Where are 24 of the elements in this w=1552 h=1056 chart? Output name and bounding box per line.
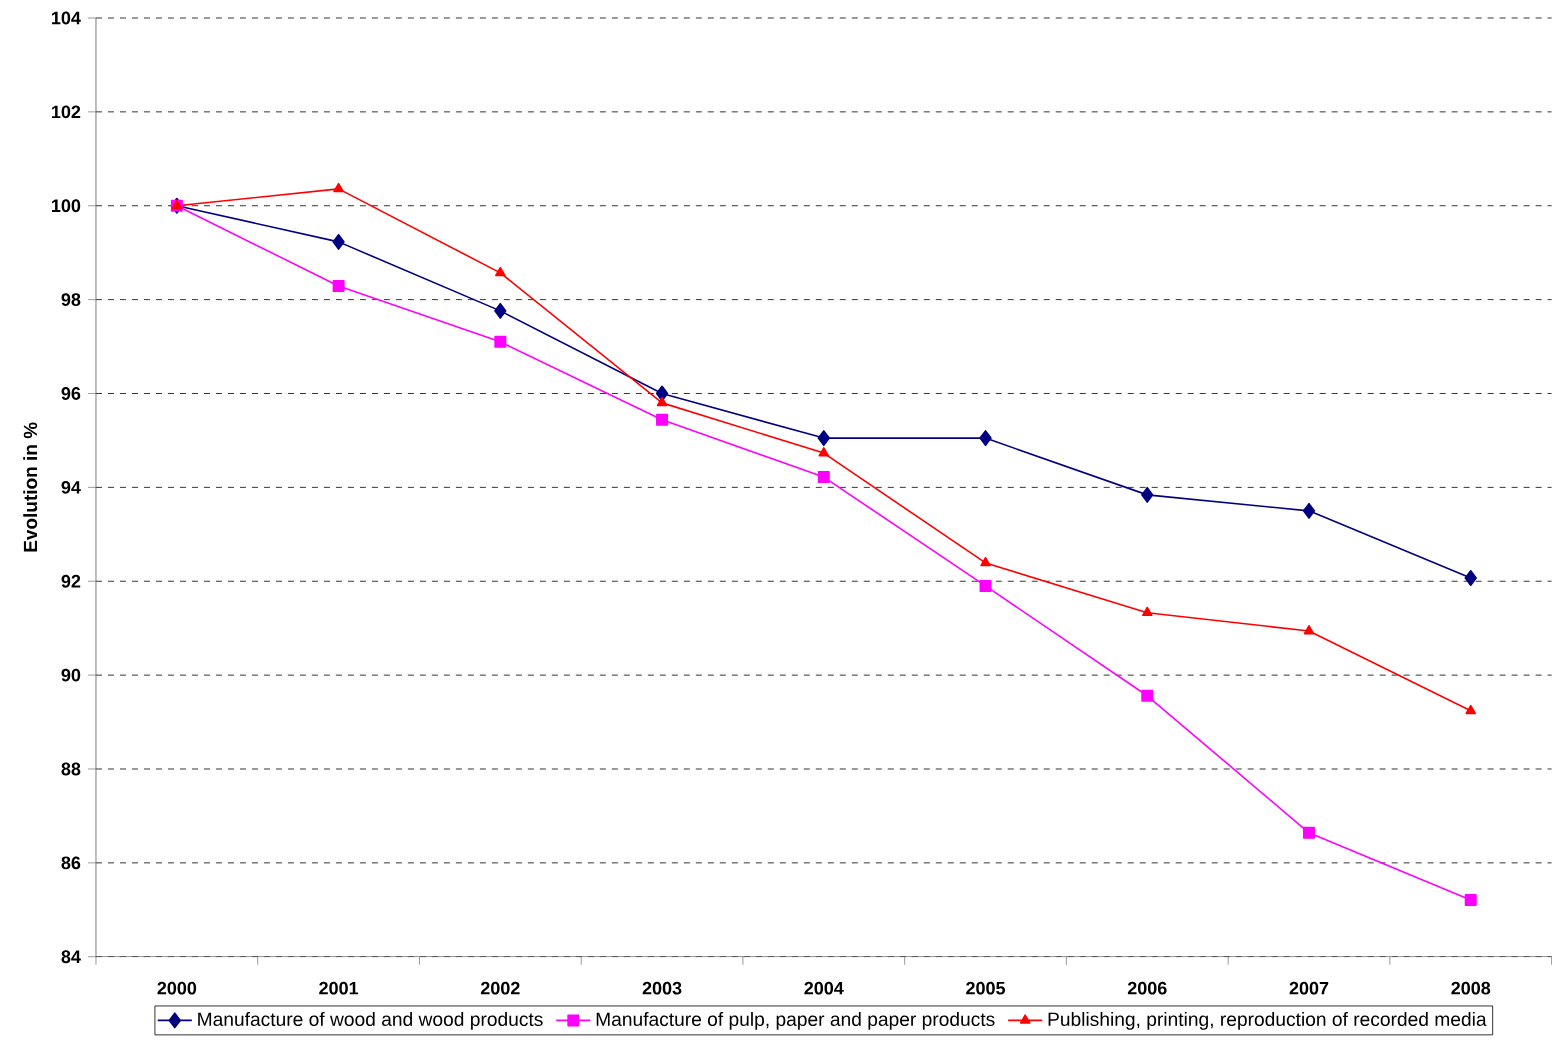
x-tick-label: 2003	[642, 981, 682, 995]
x-tick-label: 2008	[1451, 981, 1491, 995]
x-tick-label: 2006	[1127, 981, 1167, 995]
y-tick-label: 84	[61, 950, 81, 964]
legend-label: Manufacture of pulp, paper and paper products	[596, 1012, 995, 1030]
x-tick-label: 2005	[966, 981, 1006, 995]
x-tick-label: 2000	[157, 981, 197, 995]
y-tick-label: 96	[61, 387, 81, 401]
y-tick-label: 94	[61, 481, 81, 494]
x-tick-label: 2002	[480, 981, 520, 995]
x-tick-label: 2004	[804, 981, 844, 995]
y-tick-label: 92	[61, 575, 81, 588]
y-tick-label: 100	[52, 199, 81, 213]
y-tick-label: 98	[61, 293, 81, 307]
x-tick-label: 2007	[1289, 981, 1329, 995]
x-tick-label: 2001	[319, 981, 359, 995]
y-tick-label: 90	[61, 668, 81, 682]
legend-label: Manufacture of wood and wood products	[198, 1012, 543, 1030]
y-tick-label: 88	[61, 762, 81, 776]
y-tick-label: 104	[52, 11, 81, 25]
y-axis-title: Evolution in %	[23, 422, 38, 552]
legend-label: Publishing, printing, reproduction of recorded media	[1048, 1012, 1487, 1030]
y-tick-label: 86	[61, 856, 81, 870]
y-tick-label: 102	[52, 105, 81, 119]
